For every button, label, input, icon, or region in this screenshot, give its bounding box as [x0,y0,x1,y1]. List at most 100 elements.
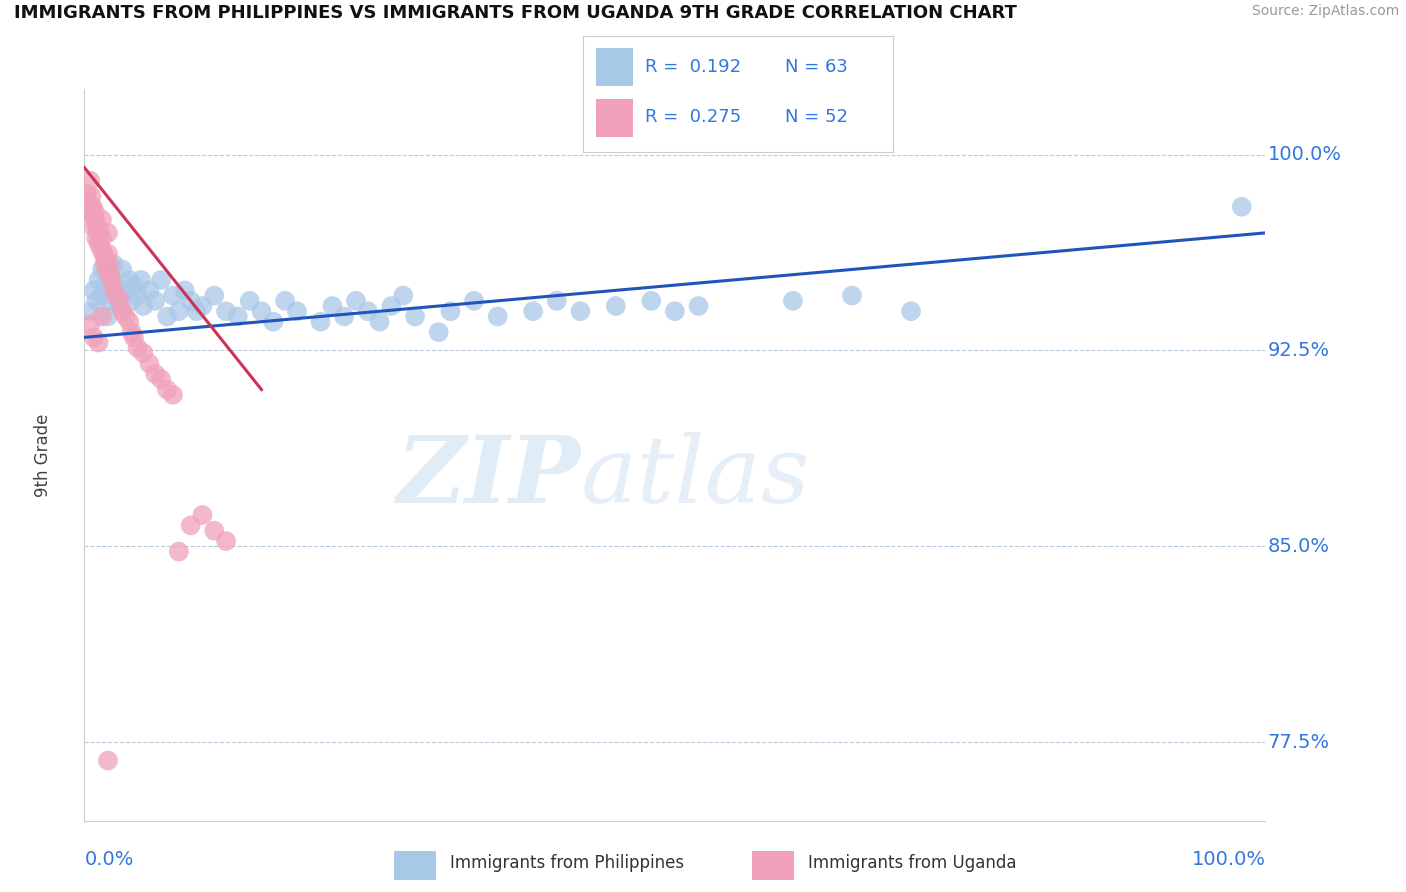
Text: N = 63: N = 63 [785,58,848,76]
Point [91,231,114,245]
Point [96,262,118,277]
Point [129,273,152,287]
Text: ZIP: ZIP [396,432,581,522]
Point [215,304,238,318]
Point [605,299,627,313]
Point [463,293,485,308]
Point [107,288,129,302]
Point [333,310,356,324]
Text: 77.5%: 77.5% [1268,732,1330,752]
Point [121,293,143,308]
Point [98,293,121,308]
Point [90,242,112,256]
Text: Source: ZipAtlas.com: Source: ZipAtlas.com [1251,4,1399,19]
Point [80,205,103,219]
Point [664,304,686,318]
Point [522,304,544,318]
Point [132,346,155,360]
Point [87,273,110,287]
Text: 100.0%: 100.0% [1191,850,1265,869]
Point [138,356,160,371]
Point [404,310,426,324]
Point [191,508,214,522]
Point [98,268,121,282]
Point [439,304,461,318]
Point [83,220,105,235]
Point [900,304,922,318]
Point [83,330,105,344]
Point [79,304,101,318]
Point [79,174,101,188]
Point [77,194,100,209]
Point [100,273,122,287]
Point [143,367,166,381]
Point [122,278,145,293]
Text: 100.0%: 100.0% [1268,145,1341,164]
FancyBboxPatch shape [752,851,794,880]
Point [84,293,107,308]
Point [156,310,179,324]
Point [569,304,592,318]
Point [94,252,117,266]
Point [546,293,568,308]
Point [167,544,190,558]
Point [82,200,104,214]
Point [357,304,380,318]
Point [150,273,173,287]
Point [1230,200,1253,214]
Point [250,304,273,318]
FancyBboxPatch shape [394,851,436,880]
Point [97,310,120,324]
Point [84,231,107,245]
Point [118,273,141,287]
Point [87,236,110,251]
Point [380,299,402,313]
Point [202,524,225,538]
Point [162,388,184,402]
Text: 85.0%: 85.0% [1268,537,1330,556]
Text: IMMIGRANTS FROM PHILIPPINES VS IMMIGRANTS FROM UGANDA 9TH GRADE CORRELATION CHAR: IMMIGRANTS FROM PHILIPPINES VS IMMIGRANT… [14,4,1017,22]
Point [84,215,107,229]
Point [91,212,114,227]
Point [77,205,100,219]
Point [368,315,391,329]
Point [122,330,145,344]
Text: R =  0.192: R = 0.192 [645,58,741,76]
Point [76,186,98,201]
Point [156,383,179,397]
Point [274,293,297,308]
Point [87,335,110,350]
Point [91,262,114,277]
Point [180,518,202,533]
Point [91,310,114,324]
FancyBboxPatch shape [596,48,633,86]
Point [91,288,114,302]
Point [138,284,160,298]
Point [180,293,202,308]
Point [427,325,450,339]
Point [103,278,125,293]
Text: R =  0.275: R = 0.275 [645,108,741,126]
Point [79,318,101,332]
Point [108,299,131,313]
Text: 0.0%: 0.0% [84,850,134,869]
Point [91,247,114,261]
Point [84,205,107,219]
Point [80,189,103,203]
Point [127,288,149,302]
Point [262,315,284,329]
Text: atlas: atlas [581,432,810,522]
Point [202,288,225,302]
Point [93,257,115,271]
Point [111,262,134,277]
Text: N = 52: N = 52 [785,108,848,126]
Point [98,257,121,271]
Point [285,304,308,318]
Point [108,293,131,308]
Point [309,315,332,329]
Point [105,288,128,302]
Text: Immigrants from Uganda: Immigrants from Uganda [808,854,1017,872]
Point [392,288,415,302]
Point [173,284,195,298]
FancyBboxPatch shape [596,99,633,136]
